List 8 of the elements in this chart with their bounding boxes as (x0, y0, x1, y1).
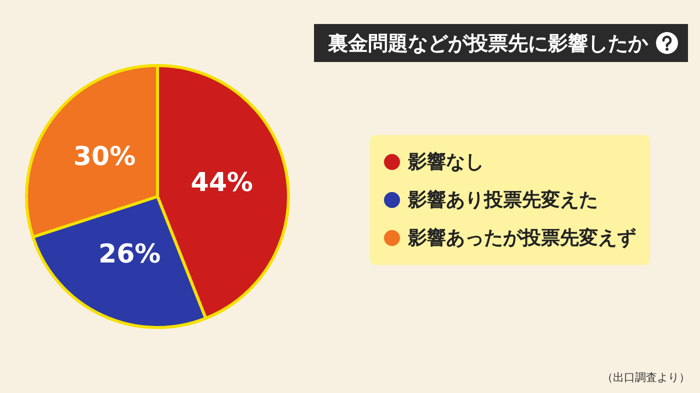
data-label: 44% (190, 168, 253, 198)
text: （出口調査より） (602, 370, 690, 385)
data-label: 30% (73, 142, 136, 172)
chart-title: 裏金問題などが投票先に影響したか (328, 30, 648, 57)
data-label: 26% (98, 240, 161, 270)
legend-label: 影響あったが投票先変えず (408, 226, 636, 251)
legend-label: 影響あり投票先変えた (408, 188, 598, 213)
legend-label: 影響なし (408, 150, 484, 175)
